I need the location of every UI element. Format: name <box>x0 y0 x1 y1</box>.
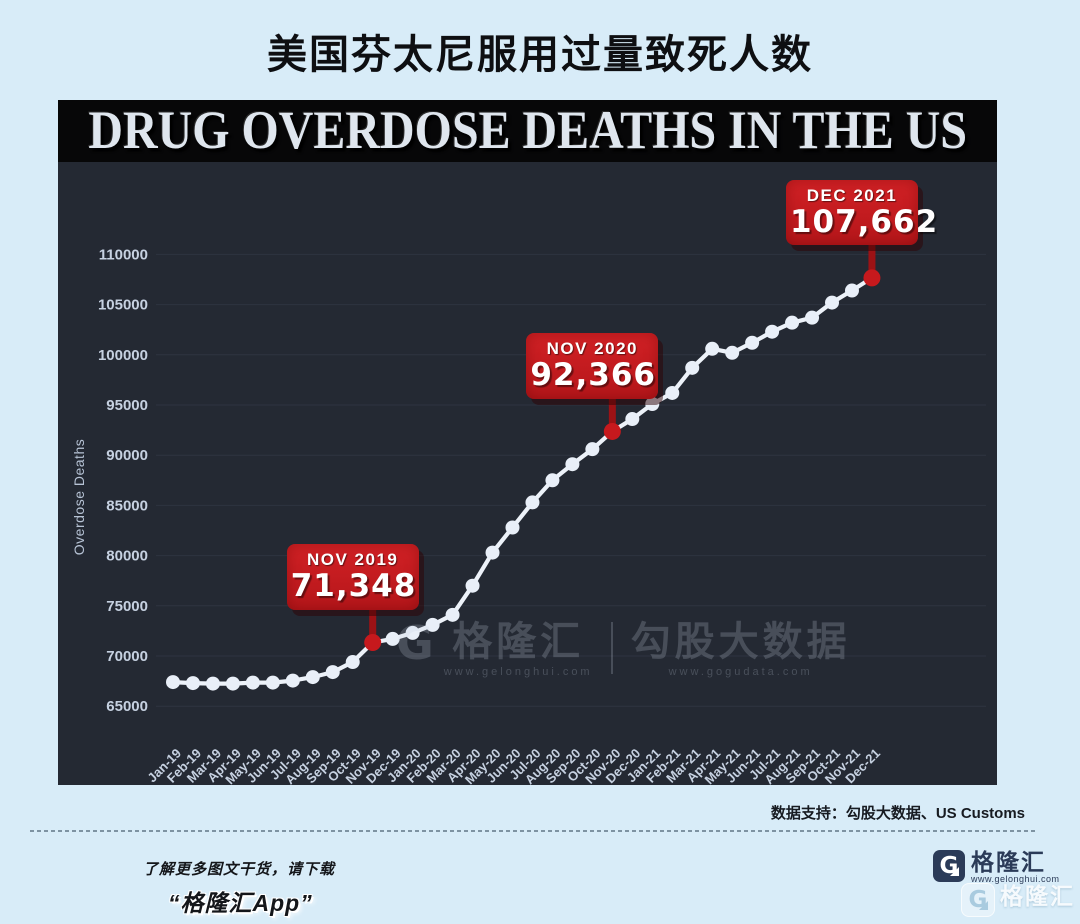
chart-panel: DRUG OVERDOSE DEATHS IN THE US 65000 7000… <box>58 100 997 785</box>
svg-text:90000: 90000 <box>106 447 148 464</box>
callout-stems <box>369 241 876 645</box>
promo-line1: 了解更多图文干货，请下载 <box>143 861 336 878</box>
overdose-line-chart: 65000 70000 75000 80000 85000 90000 95000 10000… <box>71 241 986 785</box>
svg-text:105000: 105000 <box>98 297 148 314</box>
gelonghui-logo-icon: G <box>933 850 965 882</box>
svg-text:100000: 100000 <box>98 347 148 364</box>
callout-date: NOV 2020 <box>546 339 639 359</box>
g-glyph: G <box>968 886 988 913</box>
g-arrow-icon <box>950 867 959 876</box>
callout-value: 107,662 <box>789 203 939 240</box>
svg-text:110000: 110000 <box>99 246 148 263</box>
gelonghui-logo-url: www.gelonghui.com <box>971 874 1060 885</box>
callout-dec-2021: DEC 2021 107,662 <box>785 179 939 246</box>
callout-value: 71,348 <box>290 568 417 605</box>
x-axis-tick-labels: Jan-19Feb-19Mar-19Apr-19May-19Jun-19Jul-… <box>144 746 883 785</box>
gelonghui-logo-text: 格隆汇 <box>971 849 1046 875</box>
svg-text:70000: 70000 <box>106 648 148 665</box>
callout-nov-2019: NOV 2019 71,348 <box>286 544 419 610</box>
y-axis-title: Overdose Deaths <box>71 439 87 555</box>
promo-line2-app-name: “格隆汇App” <box>168 890 313 916</box>
callout-value: 92,366 <box>530 357 656 394</box>
svg-text:65000: 65000 <box>106 698 148 715</box>
g-glyph: G <box>939 852 959 879</box>
callout-date: NOV 2019 <box>306 550 399 570</box>
highlighted-data-points <box>364 269 881 651</box>
footer-divider <box>30 830 1035 832</box>
promo-block: 了解更多图文干货，请下载 “格隆汇App” <box>143 858 335 918</box>
chart-header: DRUG OVERDOSE DEATHS IN THE US <box>58 100 997 162</box>
svg-text:75000: 75000 <box>106 598 148 615</box>
gelonghui-logo-watermark-text: 格隆汇 <box>1000 883 1075 909</box>
overdose-deaths-line <box>170 275 875 686</box>
y-axis-tick-labels: 65000 70000 75000 80000 85000 90000 95000 10000… <box>98 246 148 715</box>
chart-title: DRUG OVERDOSE DEATHS IN THE US <box>88 101 967 161</box>
gridlines <box>156 253 986 707</box>
svg-text:85000: 85000 <box>106 497 148 514</box>
g-arrow-icon <box>979 901 988 910</box>
svg-text:95000: 95000 <box>106 397 148 414</box>
gelonghui-logo: G 格隆汇 www.gelonghui.com <box>933 850 1060 884</box>
callout-date: DEC 2021 <box>806 185 898 205</box>
svg-text:80000: 80000 <box>106 548 148 565</box>
callout-nov-2020: NOV 2020 92,366 <box>526 333 659 399</box>
gelonghui-logo-watermark-icon: G <box>962 884 994 916</box>
data-point-markers <box>166 270 879 691</box>
page-title: 美国芬太尼服用过量致死人数 <box>267 33 813 77</box>
data-support-note: 数据支持：勾股大数据、US Customs <box>770 805 1025 822</box>
gelonghui-logo-watermark: G 格隆汇 <box>962 884 1075 916</box>
plot-area: 65000 70000 75000 80000 85000 90000 95000 10000… <box>58 162 997 785</box>
